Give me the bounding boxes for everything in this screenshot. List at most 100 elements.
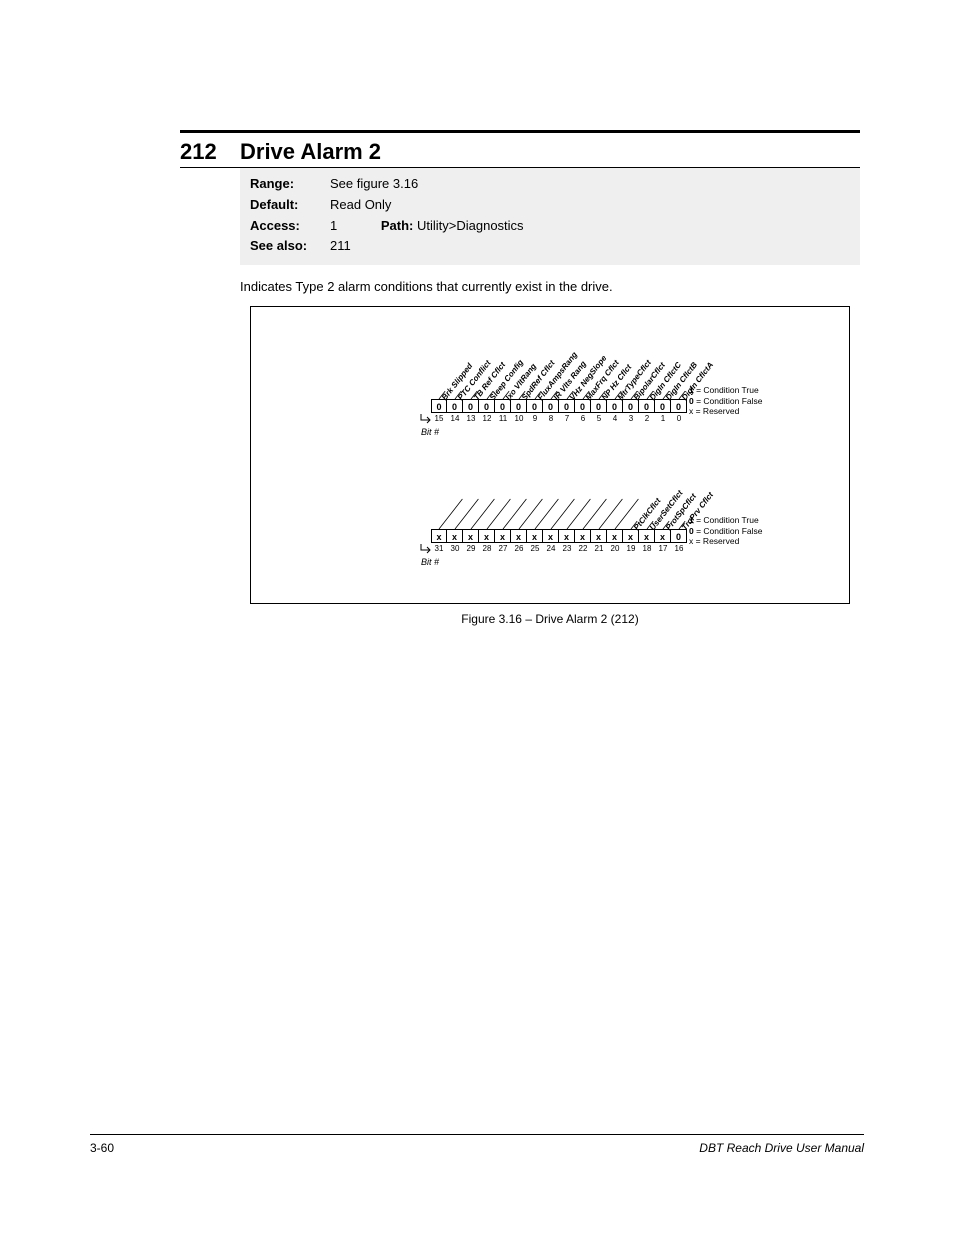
bit-numbers-2: 31302928272625242322212019181716	[431, 544, 687, 553]
legend-false: 0 = Condition False	[689, 396, 762, 407]
bit-number: 20	[607, 544, 623, 553]
legend-false: 0 = Condition False	[689, 526, 762, 537]
bit-number: 29	[463, 544, 479, 553]
access-label: Access:	[250, 216, 330, 237]
bit-number: 14	[447, 414, 463, 423]
seealso-row: See also: 211	[250, 236, 850, 257]
bit-cell: 0	[623, 399, 639, 413]
bit-number: 18	[639, 544, 655, 553]
bit-number: 17	[655, 544, 671, 553]
bit-cell: x	[527, 529, 543, 543]
legend-reserved: x = Reserved	[689, 406, 762, 417]
range-label: Range:	[250, 174, 330, 195]
bit-cell: 0	[671, 529, 687, 543]
bit-cell: 0	[671, 399, 687, 413]
info-box: Range: See figure 3.16 Default: Read Onl…	[240, 168, 860, 265]
default-row: Default: Read Only	[250, 195, 850, 216]
seealso-value: 211	[330, 236, 850, 257]
bit-cell: 0	[511, 399, 527, 413]
bit-cell: x	[575, 529, 591, 543]
bit-number: 0	[671, 414, 687, 423]
path-value: Utility>Diagnostics	[417, 218, 524, 233]
bit-cells-2: xxxxxxxxxxxxxxx0	[431, 529, 687, 543]
bit-cell: 0	[447, 399, 463, 413]
bit-number: 13	[463, 414, 479, 423]
bit-number: 16	[671, 544, 687, 553]
bit-cell: 0	[559, 399, 575, 413]
bit-cell: x	[639, 529, 655, 543]
bit-cell: x	[463, 529, 479, 543]
bit-number: 1	[655, 414, 671, 423]
heading-row: 212 Drive Alarm 2	[180, 139, 860, 165]
bit-cell: 0	[639, 399, 655, 413]
bit-cell: x	[559, 529, 575, 543]
bit-cell: 0	[655, 399, 671, 413]
legend-true: 1 = Condition True	[689, 385, 762, 396]
bit-number: 8	[543, 414, 559, 423]
bit-number: 6	[575, 414, 591, 423]
bit-cell: x	[543, 529, 559, 543]
bit-cell: x	[495, 529, 511, 543]
bit-number: 21	[591, 544, 607, 553]
default-label: Default:	[250, 195, 330, 216]
description-text: Indicates Type 2 alarm conditions that c…	[240, 279, 860, 294]
range-row: Range: See figure 3.16	[250, 174, 850, 195]
figure-frame: Brk SlippedPTC ConflictTB Ref CflctSleep…	[250, 306, 850, 604]
legend-1: 1 = Condition True 0 = Condition False x…	[689, 385, 762, 417]
bit-number-label-1: Bit #	[421, 427, 439, 437]
bit-number: 30	[447, 544, 463, 553]
bit-cell: x	[431, 529, 447, 543]
footer-manual-title: DBT Reach Drive User Manual	[699, 1141, 864, 1155]
path-label: Path:	[381, 218, 417, 233]
access-row: Access: 1 Path: Utility>Diagnostics	[250, 216, 850, 237]
figure-caption: Figure 3.16 – Drive Alarm 2 (212)	[250, 612, 850, 626]
bit-number: 11	[495, 414, 511, 423]
bit-number: 10	[511, 414, 527, 423]
bit-cell: 0	[463, 399, 479, 413]
access-path-value: 1 Path: Utility>Diagnostics	[330, 216, 850, 237]
default-value: Read Only	[330, 195, 850, 216]
bit-word-2: PtClkCflctUserSetCflctProtSpCflctTrqPrv …	[261, 455, 839, 585]
bit-number: 25	[527, 544, 543, 553]
bit-number: 22	[575, 544, 591, 553]
bit-number: 2	[639, 414, 655, 423]
bit-number: 15	[431, 414, 447, 423]
bit-number: 9	[527, 414, 543, 423]
bit-cell: 0	[607, 399, 623, 413]
param-title: Drive Alarm 2	[240, 139, 381, 165]
bit-number: 12	[479, 414, 495, 423]
param-number: 212	[180, 139, 240, 165]
bit-cell: 0	[431, 399, 447, 413]
legend-reserved: x = Reserved	[689, 536, 762, 547]
top-rule	[180, 130, 860, 133]
bit-number: 31	[431, 544, 447, 553]
bit-number: 24	[543, 544, 559, 553]
bit-number: 4	[607, 414, 623, 423]
bit-cell: 0	[527, 399, 543, 413]
seealso-label: See also:	[250, 236, 330, 257]
bit-number: 23	[559, 544, 575, 553]
bit-cell: x	[607, 529, 623, 543]
range-value: See figure 3.16	[330, 174, 850, 195]
access-value: 1	[330, 218, 337, 233]
bit-number: 7	[559, 414, 575, 423]
legend-true: 1 = Condition True	[689, 515, 762, 526]
bit-number: 5	[591, 414, 607, 423]
bit-cell: x	[655, 529, 671, 543]
bit-cell: x	[511, 529, 527, 543]
bit-cell: x	[623, 529, 639, 543]
footer-page-number: 3-60	[90, 1141, 114, 1155]
bit-numbers-1: 1514131211109876543210	[431, 414, 687, 423]
bit-number: 26	[511, 544, 527, 553]
bit-cell: 0	[575, 399, 591, 413]
bit-number: 19	[623, 544, 639, 553]
bit-cell: 0	[479, 399, 495, 413]
bit-cell: 0	[591, 399, 607, 413]
bit-cell: x	[447, 529, 463, 543]
bit-number: 28	[479, 544, 495, 553]
bit-cell: x	[591, 529, 607, 543]
legend-2: 1 = Condition True 0 = Condition False x…	[689, 515, 762, 547]
bit-number: 3	[623, 414, 639, 423]
page-footer: 3-60 DBT Reach Drive User Manual	[90, 1134, 864, 1155]
arrow-icon	[419, 414, 431, 424]
